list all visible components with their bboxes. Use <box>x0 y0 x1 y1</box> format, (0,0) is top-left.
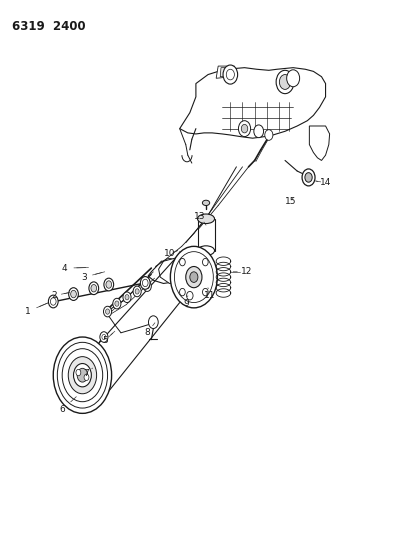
Circle shape <box>149 316 158 328</box>
Circle shape <box>113 298 121 309</box>
Circle shape <box>190 272 198 282</box>
Ellipse shape <box>202 200 210 206</box>
Circle shape <box>71 290 76 298</box>
Text: 7: 7 <box>84 369 89 378</box>
Circle shape <box>49 295 58 308</box>
Ellipse shape <box>197 246 215 255</box>
Text: 8: 8 <box>144 328 150 337</box>
Text: 4: 4 <box>61 264 67 272</box>
Circle shape <box>276 70 294 94</box>
Circle shape <box>104 278 114 291</box>
Text: 2: 2 <box>51 291 57 300</box>
Text: 14: 14 <box>320 178 331 187</box>
Circle shape <box>287 70 299 87</box>
Circle shape <box>68 357 97 394</box>
Circle shape <box>171 246 217 308</box>
Text: 5: 5 <box>102 336 108 345</box>
Circle shape <box>125 295 129 300</box>
Text: 6: 6 <box>59 405 65 414</box>
Circle shape <box>84 374 89 381</box>
Circle shape <box>73 364 91 387</box>
Circle shape <box>89 282 99 295</box>
Circle shape <box>106 281 112 288</box>
Text: 9: 9 <box>183 299 188 308</box>
Polygon shape <box>159 253 204 284</box>
Circle shape <box>279 75 291 90</box>
Circle shape <box>265 130 273 140</box>
Circle shape <box>180 288 185 296</box>
Text: 1: 1 <box>25 307 31 316</box>
Polygon shape <box>220 68 232 77</box>
Circle shape <box>302 169 315 186</box>
Circle shape <box>186 292 193 300</box>
Text: 3: 3 <box>82 272 87 281</box>
Text: 11: 11 <box>204 291 216 300</box>
Circle shape <box>202 288 208 296</box>
Circle shape <box>140 277 150 289</box>
Circle shape <box>238 120 251 136</box>
Ellipse shape <box>197 214 215 223</box>
Circle shape <box>305 173 312 182</box>
Circle shape <box>91 285 97 292</box>
Polygon shape <box>309 126 330 160</box>
Circle shape <box>115 301 119 306</box>
Polygon shape <box>180 68 326 138</box>
Circle shape <box>202 259 208 266</box>
Polygon shape <box>216 66 234 78</box>
Circle shape <box>53 337 112 414</box>
Polygon shape <box>148 261 182 284</box>
Text: 6319  2400: 6319 2400 <box>11 20 85 33</box>
Circle shape <box>143 281 151 292</box>
Text: 15: 15 <box>285 197 297 206</box>
Text: 10: 10 <box>164 249 175 258</box>
Polygon shape <box>184 290 197 305</box>
Circle shape <box>106 309 110 314</box>
Circle shape <box>254 125 264 138</box>
Circle shape <box>77 368 88 382</box>
Circle shape <box>223 65 237 84</box>
Circle shape <box>186 266 202 288</box>
Circle shape <box>133 286 141 297</box>
Circle shape <box>180 259 185 266</box>
Circle shape <box>104 306 112 317</box>
Circle shape <box>100 332 108 342</box>
Text: 13: 13 <box>194 212 206 221</box>
Text: 12: 12 <box>241 268 252 276</box>
Circle shape <box>241 124 248 133</box>
Circle shape <box>145 284 149 289</box>
Circle shape <box>69 288 78 301</box>
Circle shape <box>123 292 131 303</box>
Circle shape <box>135 289 139 294</box>
Circle shape <box>76 369 81 376</box>
